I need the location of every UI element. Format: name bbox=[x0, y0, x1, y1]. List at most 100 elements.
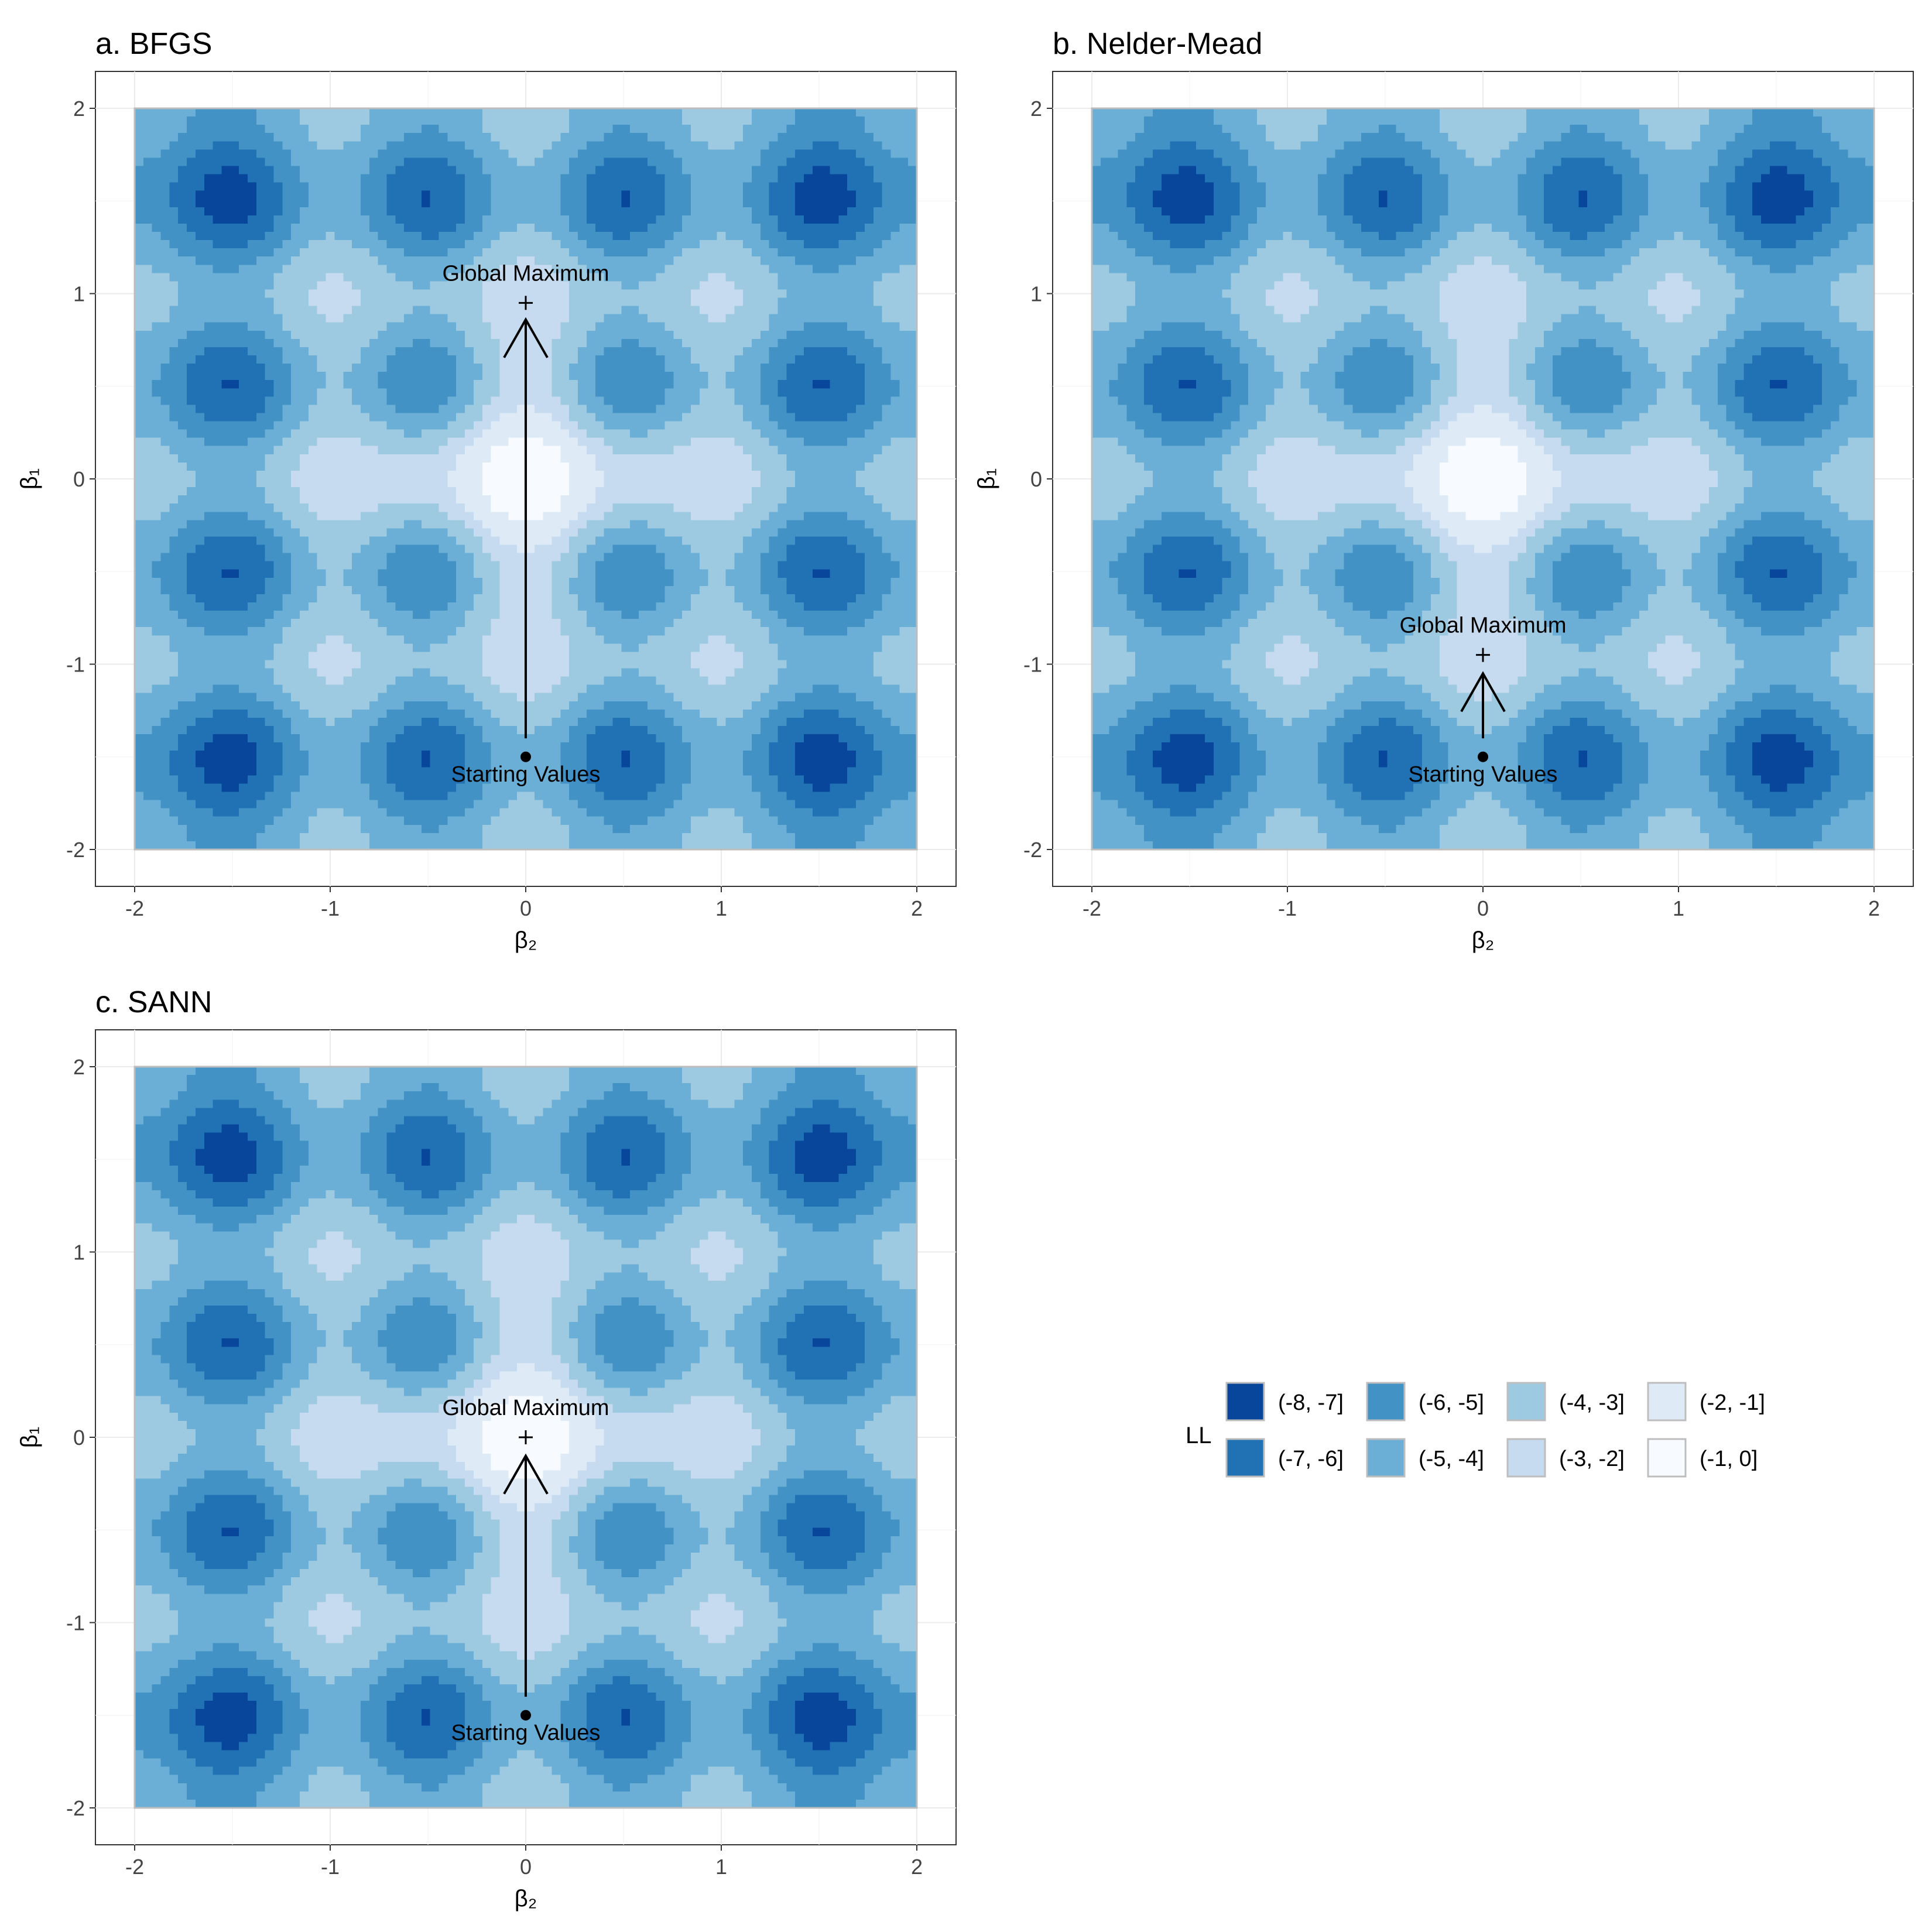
contour-cell bbox=[248, 364, 256, 372]
contour-cell bbox=[526, 396, 535, 405]
contour-cell bbox=[274, 405, 283, 413]
contour-cell bbox=[413, 224, 422, 232]
contour-cell bbox=[560, 232, 569, 241]
contour-cell bbox=[560, 643, 569, 652]
contour-cell bbox=[569, 183, 578, 191]
contour-cell bbox=[352, 660, 361, 669]
contour-cell bbox=[213, 265, 222, 273]
contour-cell bbox=[334, 817, 343, 825]
contour-cell bbox=[378, 174, 387, 183]
contour-cell bbox=[456, 323, 465, 331]
contour-cell bbox=[300, 133, 309, 142]
contour-cell bbox=[256, 430, 265, 439]
contour-cell bbox=[213, 273, 222, 282]
contour-cell bbox=[169, 298, 178, 307]
contour-cell bbox=[248, 117, 256, 125]
contour-cell bbox=[230, 545, 239, 554]
contour-cell bbox=[239, 380, 248, 389]
contour-cell bbox=[395, 174, 404, 183]
contour-cell bbox=[291, 594, 300, 603]
contour-cell bbox=[578, 570, 587, 578]
contour-cell bbox=[343, 685, 352, 694]
contour-cell bbox=[404, 133, 413, 142]
contour-cell bbox=[404, 767, 413, 776]
contour-cell bbox=[143, 809, 152, 817]
contour-cell bbox=[343, 553, 352, 562]
contour-cell bbox=[248, 792, 256, 801]
contour-cell bbox=[456, 512, 465, 520]
contour-cell bbox=[578, 660, 587, 669]
contour-cell bbox=[386, 570, 395, 578]
contour-cell bbox=[422, 660, 430, 669]
contour-cell bbox=[143, 578, 152, 587]
contour-cell bbox=[386, 561, 395, 570]
contour-cell bbox=[422, 364, 430, 372]
contour-cell bbox=[326, 742, 335, 751]
contour-cell bbox=[465, 183, 474, 191]
contour-cell bbox=[535, 570, 543, 578]
contour-cell bbox=[430, 199, 439, 208]
contour-cell bbox=[474, 224, 482, 232]
contour-cell bbox=[309, 265, 317, 273]
contour-cell bbox=[152, 380, 161, 389]
contour-cell bbox=[196, 199, 204, 208]
contour-cell bbox=[395, 372, 404, 381]
contour-cell bbox=[282, 446, 291, 455]
contour-cell bbox=[604, 775, 613, 784]
contour-cell bbox=[161, 323, 170, 331]
contour-cell bbox=[326, 718, 335, 727]
contour-cell bbox=[612, 157, 621, 166]
contour-cell bbox=[239, 174, 248, 183]
contour-cell bbox=[413, 430, 422, 439]
contour-cell bbox=[456, 669, 465, 677]
contour-cell bbox=[482, 677, 491, 686]
contour-cell bbox=[196, 693, 204, 702]
contour-cell bbox=[256, 256, 265, 265]
contour-cell bbox=[439, 495, 448, 504]
contour-cell bbox=[447, 742, 456, 751]
contour-cell bbox=[291, 783, 300, 792]
contour-cell bbox=[274, 652, 283, 660]
contour-cell bbox=[386, 199, 395, 208]
contour-cell bbox=[569, 240, 578, 249]
contour-cell bbox=[612, 125, 621, 133]
contour-cell bbox=[587, 183, 595, 191]
contour-cell bbox=[439, 545, 448, 554]
contour-cell bbox=[552, 635, 561, 644]
contour-cell bbox=[334, 298, 343, 307]
contour-cell bbox=[422, 578, 430, 587]
contour-cell bbox=[474, 364, 482, 372]
contour-cell bbox=[204, 396, 213, 405]
contour-cell bbox=[178, 256, 187, 265]
contour-cell bbox=[326, 174, 335, 183]
contour-cell bbox=[161, 240, 170, 249]
contour-cell bbox=[187, 298, 196, 307]
contour-cell bbox=[569, 438, 578, 447]
contour-cell bbox=[430, 833, 439, 842]
contour-cell bbox=[439, 454, 448, 463]
contour-cell bbox=[274, 372, 283, 381]
contour-cell bbox=[560, 586, 569, 595]
contour-cell bbox=[300, 710, 309, 718]
contour-cell bbox=[256, 463, 265, 471]
contour-cell bbox=[508, 133, 517, 142]
contour-cell bbox=[135, 388, 143, 397]
contour-cell bbox=[352, 520, 361, 529]
contour-cell bbox=[422, 355, 430, 364]
contour-cell bbox=[508, 710, 517, 718]
contour-cell bbox=[604, 331, 613, 340]
contour-cell bbox=[422, 422, 430, 430]
contour-cell bbox=[221, 215, 230, 224]
contour-cell bbox=[265, 314, 274, 323]
contour-cell bbox=[474, 561, 482, 570]
contour-cell bbox=[543, 323, 552, 331]
contour-cell bbox=[178, 677, 187, 686]
contour-cell bbox=[361, 339, 369, 348]
contour-cell bbox=[196, 759, 204, 768]
contour-cell bbox=[178, 742, 187, 751]
contour-cell bbox=[230, 479, 239, 488]
contour-cell bbox=[395, 586, 404, 595]
contour-cell bbox=[378, 561, 387, 570]
contour-cell bbox=[309, 339, 317, 348]
contour-cell bbox=[282, 512, 291, 520]
